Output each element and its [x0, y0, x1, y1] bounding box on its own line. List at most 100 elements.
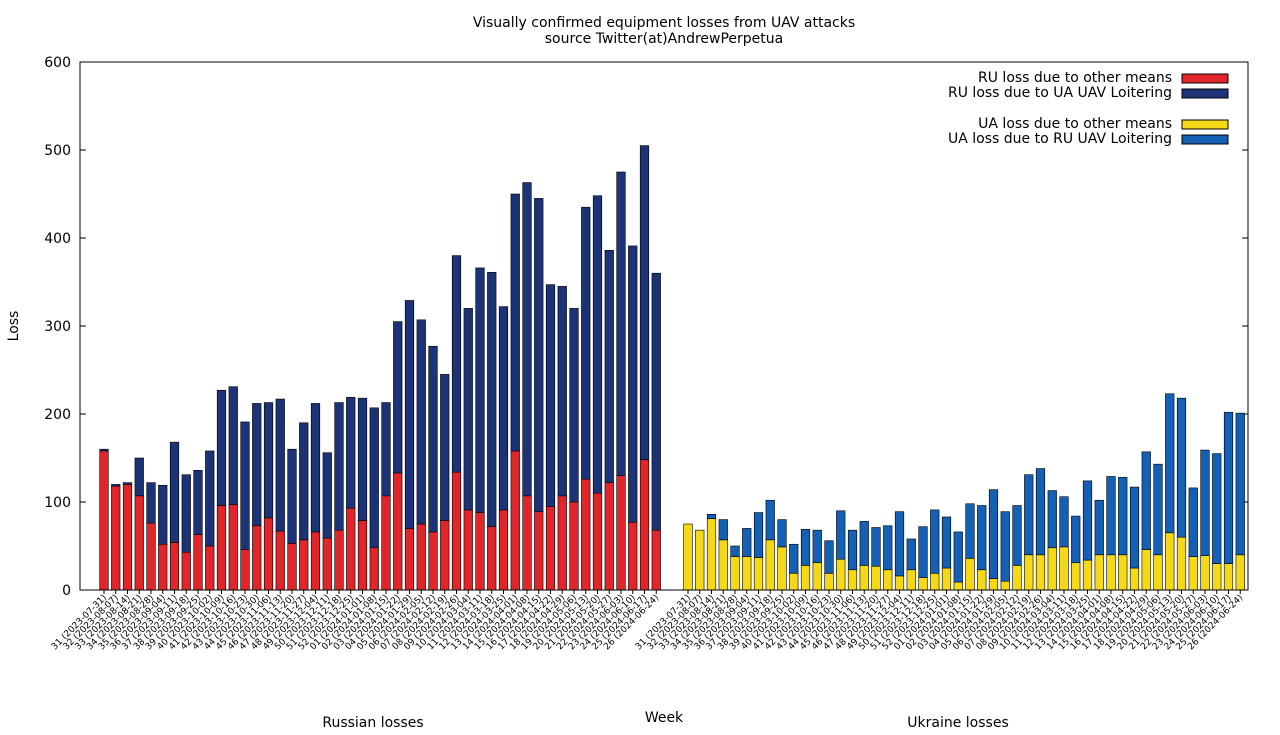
bar-segment-ua-loitering	[706, 514, 717, 520]
bar-segment-ru-other	[287, 543, 297, 591]
bar-segment-ru-loitering	[487, 272, 497, 527]
bar-segment-ru-loitering	[651, 272, 661, 531]
bar-segment-ua-other	[1000, 580, 1010, 591]
bar-segment-ua-other	[1165, 532, 1175, 591]
bar-segment-ua-other	[871, 565, 881, 591]
group-label-ukraine: Ukraine losses	[907, 715, 1008, 731]
bar-segment-ru-other	[534, 511, 544, 591]
bar-segment-ru-loitering	[628, 245, 638, 523]
bar-segment-ru-loitering	[451, 255, 462, 473]
bar-segment-ua-other	[1129, 567, 1140, 591]
bar-segment-ru-other	[404, 528, 415, 591]
bar-segment-ua-loitering	[836, 510, 846, 560]
bar-segment-ru-other	[428, 531, 438, 591]
legend-swatch	[1181, 134, 1229, 145]
bar-segment-ru-loitering	[310, 403, 321, 533]
bar-segment-ru-other	[310, 531, 321, 591]
legend-swatch	[1181, 88, 1229, 99]
bar-segment-ua-other	[883, 569, 893, 591]
y-tick-label: 600	[44, 55, 71, 71]
bar-segment-ua-loitering	[941, 516, 952, 569]
bar-segment-ua-loitering	[1141, 451, 1151, 550]
legend-label: RU loss due to other means	[978, 70, 1172, 86]
bar-segment-ru-other	[99, 450, 109, 591]
bar-segment-ua-loitering	[777, 519, 787, 548]
bar-segment-ua-loitering	[977, 505, 987, 571]
bar-segment-ru-other	[205, 545, 215, 591]
bar-segment-ua-other	[1141, 549, 1151, 591]
bar-segment-ua-loitering	[1176, 397, 1187, 538]
bar-segment-ru-loitering	[428, 345, 438, 533]
x-axis-ticks: 31 (2023-07-31)32 (2023-08-07)33 (2023-0…	[50, 590, 1245, 652]
bar-segment-ua-other	[1153, 554, 1163, 591]
legend-label: UA loss due to RU UAV Loitering	[948, 131, 1172, 147]
bar-segment-ru-loitering	[545, 284, 556, 507]
bars-layer	[99, 145, 1245, 591]
bar-segment-ua-other	[824, 572, 834, 591]
bar-segment-ru-loitering	[111, 484, 121, 487]
bar-segment-ru-loitering	[334, 402, 344, 531]
bar-segment-ua-other	[988, 578, 999, 591]
bar-segment-ru-loitering	[287, 448, 297, 544]
bar-segment-ru-other	[193, 534, 203, 591]
bar-segment-ru-other	[158, 543, 168, 591]
bar-segment-ru-loitering	[169, 441, 180, 543]
bar-segment-ru-other	[346, 507, 356, 591]
bar-segment-ru-other	[299, 539, 309, 591]
bar-segment-ua-loitering	[918, 526, 928, 578]
bar-segment-ua-loitering	[871, 527, 881, 567]
bar-segment-ua-loitering	[1106, 476, 1116, 556]
bar-segment-ru-loitering	[510, 193, 520, 452]
bar-segment-ru-loitering	[616, 171, 626, 476]
bar-segment-ru-other	[416, 523, 426, 591]
bar-segment-ru-other	[498, 509, 509, 591]
bar-segment-ua-loitering	[718, 519, 728, 541]
bar-segment-ua-loitering	[1118, 477, 1128, 556]
bar-segment-ua-loitering	[1165, 393, 1175, 534]
bar-segment-ru-other	[146, 522, 156, 591]
bar-segment-ua-loitering	[906, 538, 916, 571]
bar-segment-ua-other	[1094, 554, 1104, 591]
bar-segment-ua-loitering	[1012, 505, 1022, 566]
bar-segment-ua-other	[742, 556, 752, 591]
bar-segment-ua-loitering	[753, 512, 764, 558]
bar-segment-ua-other	[800, 565, 811, 591]
y-axis-label: Loss	[6, 311, 22, 342]
bar-segment-ru-other	[463, 509, 473, 591]
bar-segment-ua-loitering	[812, 529, 822, 564]
bar-segment-ru-other	[475, 512, 485, 591]
bar-segment-ru-loitering	[522, 182, 532, 497]
bar-segment-ua-loitering	[1223, 411, 1234, 564]
bar-segment-ru-other	[111, 485, 121, 591]
bar-segment-ua-other	[718, 539, 728, 591]
bar-segment-ru-other	[216, 505, 227, 591]
bar-segment-ua-loitering	[1188, 487, 1198, 557]
bar-segment-ua-loitering	[800, 528, 811, 566]
bar-segment-ru-loitering	[357, 397, 368, 521]
bar-segment-ru-loitering	[604, 250, 614, 483]
chart-subtitle: source Twitter(at)AndrewPerpetua	[545, 31, 783, 47]
plot-frame	[79, 61, 1249, 591]
x-axis-label: Week	[645, 710, 684, 726]
bar-segment-ua-loitering	[1235, 412, 1245, 556]
bar-segment-ua-loitering	[765, 499, 775, 541]
bar-segment-ua-other	[847, 569, 858, 591]
bar-segment-ua-other	[1106, 554, 1116, 591]
bar-segment-ru-loitering	[263, 402, 274, 519]
bar-segment-ua-loitering	[965, 503, 975, 559]
bar-segment-ua-other	[941, 567, 952, 591]
bar-segment-ua-other	[1188, 556, 1198, 591]
bar-segment-ru-loitering	[463, 308, 473, 511]
bar-segment-ru-loitering	[440, 374, 450, 521]
bar-segment-ua-other	[789, 572, 799, 591]
bar-segment-ru-other	[545, 506, 556, 591]
bar-segment-ua-other	[1059, 546, 1069, 591]
y-axis-ticks: 0 100 200 300 400 500 600	[44, 55, 1248, 599]
bar-segment-ru-other	[522, 495, 532, 591]
bar-segment-ru-loitering	[322, 452, 332, 539]
bar-segment-ua-loitering	[953, 531, 963, 583]
bar-segment-ua-loitering	[789, 543, 799, 574]
bar-segment-ru-other	[604, 482, 614, 591]
bar-segment-ru-other	[557, 495, 567, 591]
